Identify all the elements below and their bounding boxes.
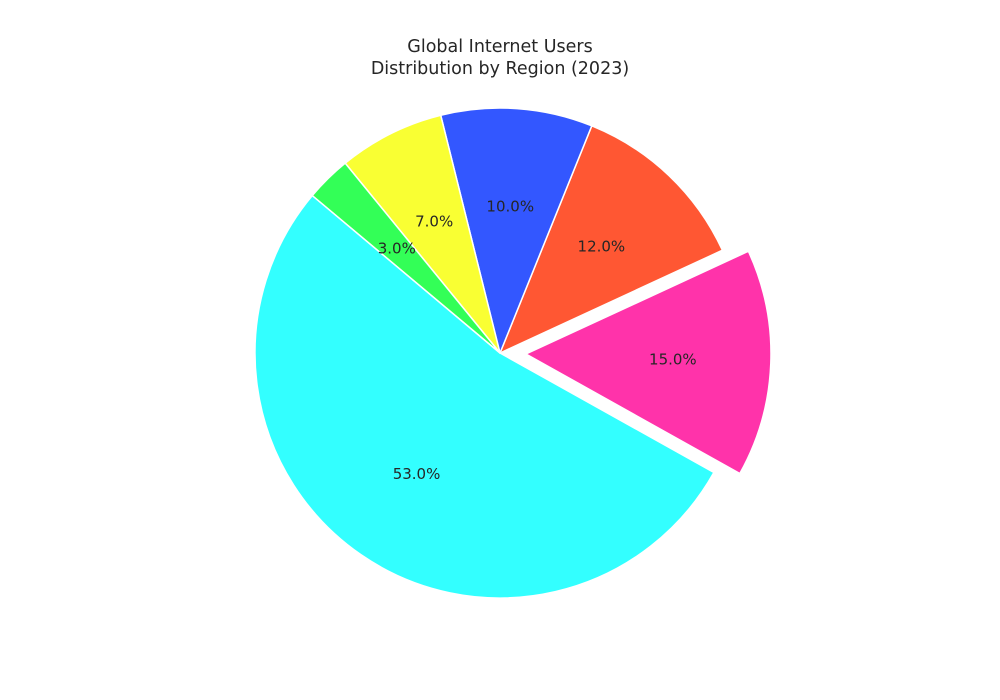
slice-percent-label-2: 12.0% [578, 238, 626, 256]
slice-percent-label-3: 10.0% [486, 197, 534, 215]
pie-slice-1 [525, 250, 772, 475]
chart-title-line1: Global Internet Users [407, 37, 593, 57]
pie-slices [254, 107, 772, 599]
chart-title: Global Internet Users Distribution by Re… [0, 36, 1000, 80]
slice-percent-label-0: 53.0% [393, 465, 441, 483]
slice-percent-label-4: 7.0% [415, 213, 453, 231]
pie-slice-5 [311, 162, 501, 354]
pie-slice-3 [439, 107, 593, 354]
slice-percent-label-1: 15.0% [649, 351, 697, 369]
pie-slice-0 [254, 194, 715, 599]
pie-slice-4 [344, 114, 501, 354]
pie-slice-2 [499, 125, 724, 354]
chart-title-line2: Distribution by Region (2023) [370, 59, 630, 79]
slice-percent-label-5: 3.0% [378, 239, 416, 257]
pie-labels: 53.0% 15.0% 12.0% 10.0% 7.0% 3.0% [378, 197, 697, 483]
